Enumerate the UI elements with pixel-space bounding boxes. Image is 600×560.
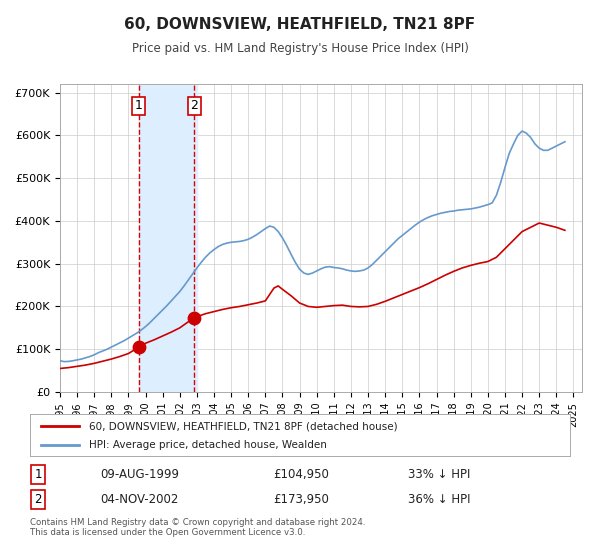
Text: Price paid vs. HM Land Registry's House Price Index (HPI): Price paid vs. HM Land Registry's House … bbox=[131, 42, 469, 55]
Text: 04-NOV-2002: 04-NOV-2002 bbox=[100, 493, 179, 506]
Point bbox=[134, 343, 143, 352]
Text: 60, DOWNSVIEW, HEATHFIELD, TN21 8PF: 60, DOWNSVIEW, HEATHFIELD, TN21 8PF bbox=[124, 17, 476, 32]
Text: 2: 2 bbox=[190, 99, 198, 112]
Text: 1: 1 bbox=[34, 468, 42, 480]
Text: 09-AUG-1999: 09-AUG-1999 bbox=[100, 468, 179, 480]
Text: 2: 2 bbox=[34, 493, 42, 506]
Text: £104,950: £104,950 bbox=[273, 468, 329, 480]
Text: Contains HM Land Registry data © Crown copyright and database right 2024.
This d: Contains HM Land Registry data © Crown c… bbox=[30, 518, 365, 538]
Text: 33% ↓ HPI: 33% ↓ HPI bbox=[408, 468, 470, 480]
Text: £173,950: £173,950 bbox=[273, 493, 329, 506]
Text: 60, DOWNSVIEW, HEATHFIELD, TN21 8PF (detached house): 60, DOWNSVIEW, HEATHFIELD, TN21 8PF (det… bbox=[89, 421, 398, 431]
Text: 36% ↓ HPI: 36% ↓ HPI bbox=[408, 493, 470, 506]
Text: 1: 1 bbox=[135, 99, 143, 112]
Text: HPI: Average price, detached house, Wealden: HPI: Average price, detached house, Weal… bbox=[89, 440, 327, 450]
Point bbox=[190, 313, 199, 322]
Bar bbox=[139, 84, 197, 392]
